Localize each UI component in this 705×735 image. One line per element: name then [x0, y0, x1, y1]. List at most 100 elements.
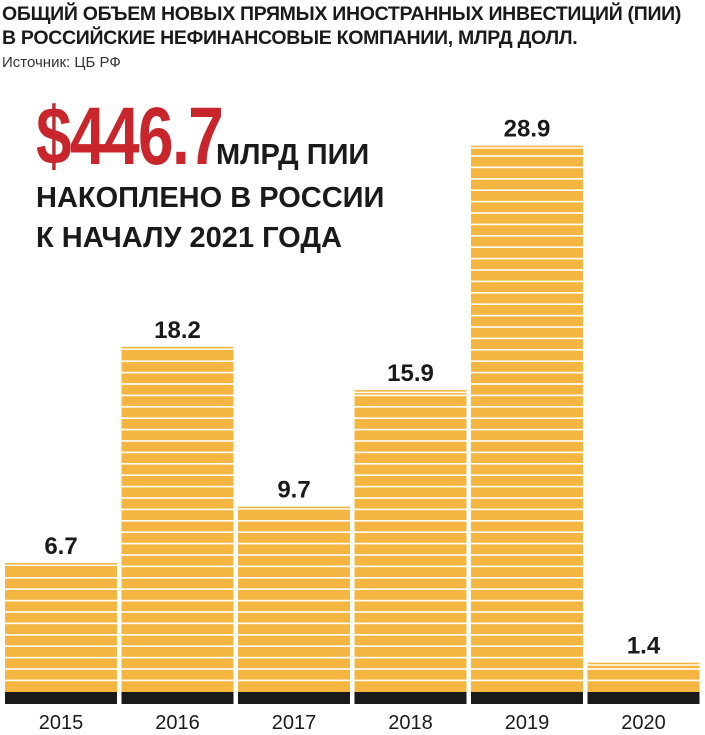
bar-top-line: [238, 506, 350, 509]
baseline-segment: [121, 692, 234, 704]
bar-stripe: [471, 542, 583, 545]
bar-stripe: [354, 611, 467, 613]
bar-stripe: [471, 360, 583, 362]
bar-stripe: [121, 417, 234, 419]
bar-stripe: [238, 668, 350, 670]
chart-title: ОБЩИЙ ОБЪЕМ НОВЫХ ПРЯМЫХ ИНОСТРАННЫХ ИНВ…: [2, 2, 702, 50]
bar-stripe: [471, 200, 583, 203]
bar-stripe: [587, 679, 700, 682]
value-label: 9.7: [277, 477, 310, 504]
bar-stripe: [354, 497, 467, 499]
bar-stripe: [121, 463, 234, 465]
category-label: 2019: [505, 712, 550, 734]
callout-line-3: К НАЧАЛУ 2021 ГОДА: [36, 222, 342, 254]
bar-stripe: [121, 451, 234, 454]
bar-2018: [354, 393, 467, 692]
bar-stripe: [238, 656, 350, 659]
bar-stripe: [121, 406, 234, 408]
bar-stripe: [121, 656, 234, 659]
bar-stripe: [238, 622, 350, 625]
bar-stripe: [471, 656, 583, 659]
bar-stripe: [471, 337, 583, 340]
bar-stripe: [471, 428, 583, 431]
bar-stripe: [354, 485, 467, 488]
bar-stripe: [238, 611, 350, 613]
bar-stripe: [121, 531, 234, 533]
bar-stripe: [238, 645, 350, 647]
bar-stripe: [471, 554, 583, 556]
bar-top-line: [121, 346, 234, 349]
bar-stripe: [121, 645, 234, 647]
chart-title-line-2: В РОССИЙСКИЕ НЕФИНАНСОВЫЕ КОМПАНИИ, МЛРД…: [2, 27, 578, 49]
bar-stripe: [471, 634, 583, 636]
bar-stripe: [471, 223, 583, 226]
bar-stripe: [354, 622, 467, 625]
baseline-segment: [471, 692, 583, 704]
bar-stripe: [471, 599, 583, 602]
bar-stripe: [238, 634, 350, 636]
bar-stripe: [471, 451, 583, 454]
bar-stripe: [238, 542, 350, 545]
bar-stripe: [587, 668, 700, 670]
bar-stripe: [238, 565, 350, 568]
bar-stripe: [121, 440, 234, 442]
bar-stripe: [121, 383, 234, 385]
category-label: 2017: [272, 712, 317, 734]
bar-stripe: [5, 599, 117, 602]
bar-stripe: [471, 588, 583, 590]
bar-stripe: [471, 565, 583, 568]
bar-stripe: [354, 474, 467, 476]
bar-stripe: [5, 611, 117, 613]
bar-stripe: [471, 189, 583, 191]
bar-stripe: [471, 257, 583, 260]
bar-stripe: [5, 645, 117, 647]
bar-stripe: [471, 235, 583, 237]
bar-stripe: [5, 588, 117, 590]
bar-stripe: [471, 269, 583, 271]
bar-stripe: [471, 440, 583, 442]
bar-stripe: [471, 520, 583, 522]
bar-2019: [471, 148, 583, 692]
bar-stripe: [121, 577, 234, 579]
bar-stripe: [238, 554, 350, 556]
bar-stripe: [121, 508, 234, 511]
bar-stripe: [354, 554, 467, 556]
bar-top-line: [587, 662, 700, 665]
baseline-segment: [354, 692, 467, 704]
bar-stripe: [471, 383, 583, 385]
bar-stripe: [354, 542, 467, 545]
category-label: 2015: [39, 712, 84, 734]
bar-stripe: [121, 622, 234, 625]
bar-stripe: [354, 634, 467, 636]
baseline-segment: [5, 692, 117, 704]
bar-stripe: [471, 531, 583, 533]
bar-stripe: [354, 588, 467, 590]
bar-stripe: [121, 428, 234, 431]
bar-stripe: [238, 679, 350, 682]
bar-stripe: [471, 166, 583, 169]
bar-stripe: [5, 622, 117, 625]
bar-stripe: [354, 679, 467, 682]
bar-stripe: [121, 588, 234, 590]
bar-stripe: [354, 394, 467, 397]
bar-stripe: [238, 599, 350, 602]
bar-stripe: [238, 520, 350, 522]
bar-stripe: [354, 406, 467, 408]
bar-stripe: [238, 531, 350, 533]
value-label: 28.9: [504, 116, 551, 143]
bar-stripe: [121, 497, 234, 499]
bar-stripe: [471, 497, 583, 499]
bar-stripe: [121, 668, 234, 670]
bar-stripe: [354, 440, 467, 442]
bar-stripe: [121, 565, 234, 568]
bar-stripe: [471, 314, 583, 317]
bar-stripe: [238, 588, 350, 590]
bar-stripe: [121, 485, 234, 488]
bar-stripe: [354, 520, 467, 522]
bar-stripe: [471, 326, 583, 328]
bar-stripe: [471, 394, 583, 397]
bar-stripe: [354, 428, 467, 431]
bar-stripe: [121, 599, 234, 602]
total-value-row: $446.7 МЛРД ПИИ: [36, 96, 384, 178]
